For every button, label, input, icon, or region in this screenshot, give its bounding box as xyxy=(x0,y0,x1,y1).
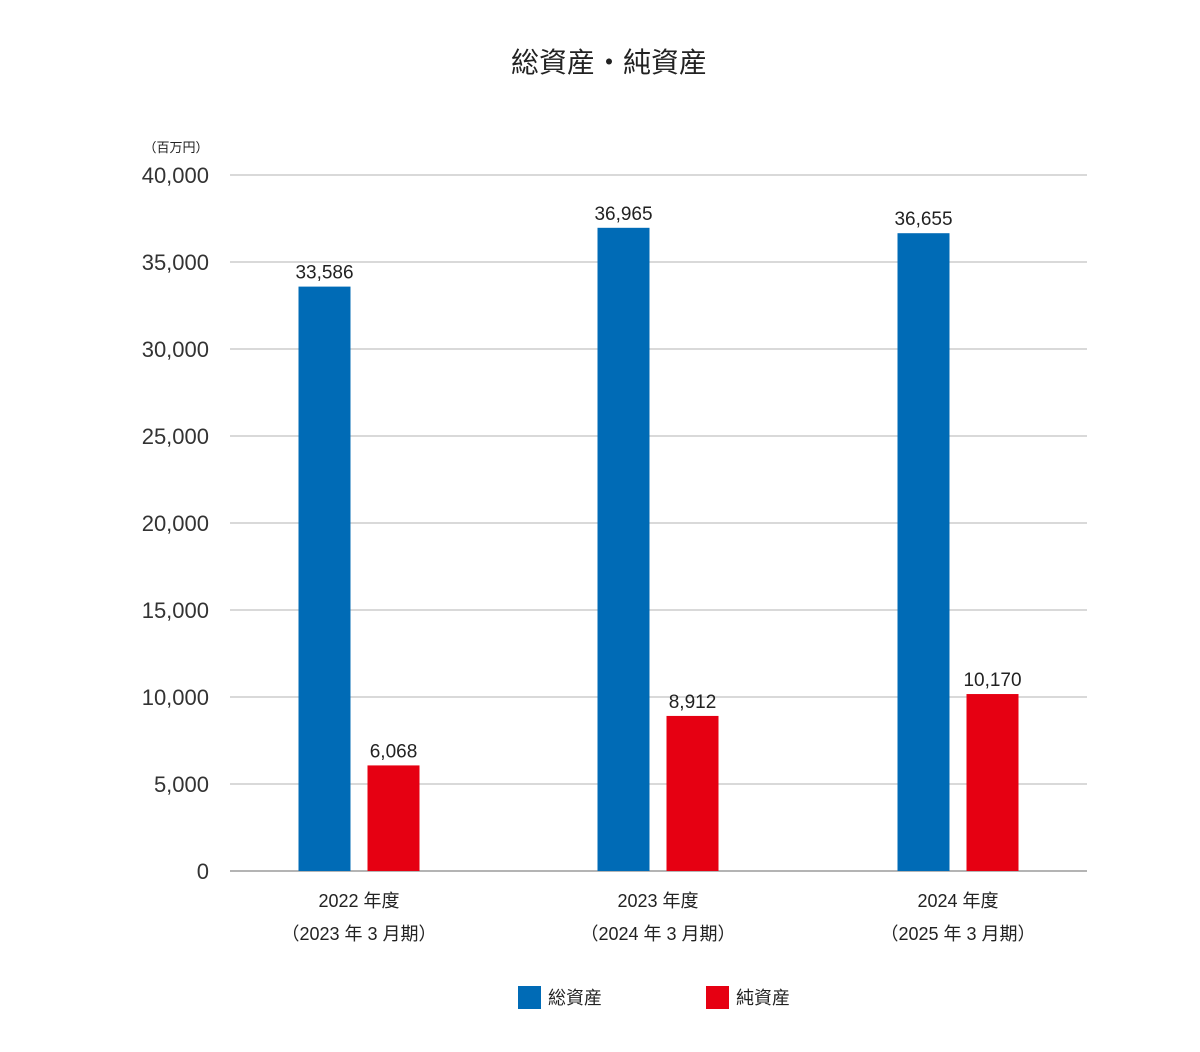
bar xyxy=(897,233,950,871)
y-tick-label: 25,000 xyxy=(142,424,209,449)
y-tick-label: 35,000 xyxy=(142,250,209,275)
x-tick-label: （2025 年 3 月期） xyxy=(880,924,1035,944)
x-axis-ticks: 2022 年度 （2023 年 3 月期） 2023 年度 （2024 年 3 月期）… xyxy=(281,891,1035,944)
legend-label: 純資産 xyxy=(736,988,790,1008)
bar xyxy=(298,286,351,871)
gridlines xyxy=(230,174,1087,872)
y-tick-label: 15,000 xyxy=(142,598,209,623)
bar xyxy=(966,694,1019,871)
bar xyxy=(666,715,719,871)
bar xyxy=(597,227,650,871)
x-tick-label: 2024 年度 xyxy=(917,891,998,911)
bars: 33,586 6,068 36,965 8,912 36,655 10,170 xyxy=(295,204,1022,871)
y-tick-label: 0 xyxy=(197,859,209,884)
chart-title: 総資産・純資産 xyxy=(511,47,707,78)
y-tick-label: 10,000 xyxy=(142,685,209,710)
data-label: 10,170 xyxy=(963,670,1021,691)
x-tick-label: 2022 年度 xyxy=(318,891,399,911)
y-tick-label: 5,000 xyxy=(154,772,209,797)
legend-swatch xyxy=(518,986,541,1009)
y-axis-unit-label: （百万円） xyxy=(143,140,208,155)
y-tick-label: 40,000 xyxy=(142,163,209,188)
legend: 総資産 純資産 xyxy=(518,986,790,1009)
y-tick-label: 20,000 xyxy=(142,511,209,536)
x-tick-label: （2023 年 3 月期） xyxy=(281,924,436,944)
x-tick-label: （2024 年 3 月期） xyxy=(580,924,735,944)
y-axis-ticks: 0 5,000 10,000 15,000 20,000 25,000 30,000 35,0… xyxy=(142,163,209,884)
data-label: 8,912 xyxy=(669,692,717,713)
y-tick-label: 30,000 xyxy=(142,337,209,362)
data-label: 36,655 xyxy=(894,209,952,230)
x-tick-label: 2023 年度 xyxy=(617,891,698,911)
legend-swatch xyxy=(706,986,729,1009)
data-label: 6,068 xyxy=(370,741,418,762)
legend-label: 総資産 xyxy=(548,988,602,1008)
bar xyxy=(367,765,420,871)
data-label: 36,965 xyxy=(594,204,652,225)
data-label: 33,586 xyxy=(295,263,353,284)
